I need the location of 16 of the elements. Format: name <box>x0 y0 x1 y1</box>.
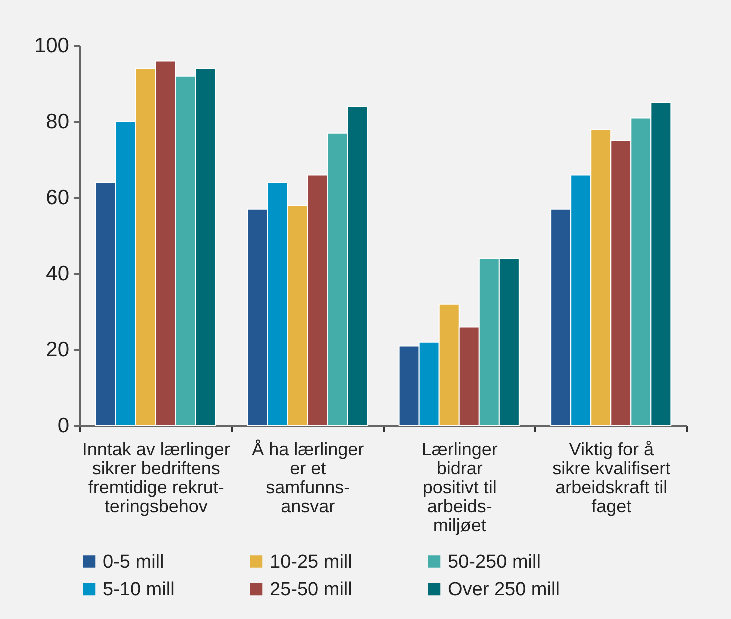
x-tick-label: Viktig for å sikre kvalifisert arbeidskraft til faget <box>552 440 671 516</box>
y-tick-label: 60 <box>46 186 70 210</box>
y-tick-label: 20 <box>46 338 70 362</box>
y-tick-label: 80 <box>46 110 70 134</box>
x-tick-label: Lærlinger bidrar positivt til arbeids- miljøet <box>422 440 498 536</box>
y-tick-label: 100 <box>34 34 70 58</box>
y-tick-label: 0 <box>58 414 70 438</box>
legend-label: 10-25 mill <box>270 552 352 573</box>
x-tick-label: Inntak av lærlinger sikrer bedriftens fremtidige rekrut- teringsbehov <box>82 440 230 516</box>
legend-label: 50-250 mill <box>448 552 541 573</box>
y-tick-label: 40 <box>46 262 70 286</box>
x-tick-label: Å ha lærlinger er et samfunns- ansvar <box>252 440 364 516</box>
legend-label: 0-5 mill <box>103 552 164 573</box>
legend-label: 5-10 mill <box>103 580 175 600</box>
legend-label: Over 250 mill <box>448 580 560 600</box>
legend-label: 25-50 mill <box>270 580 352 600</box>
